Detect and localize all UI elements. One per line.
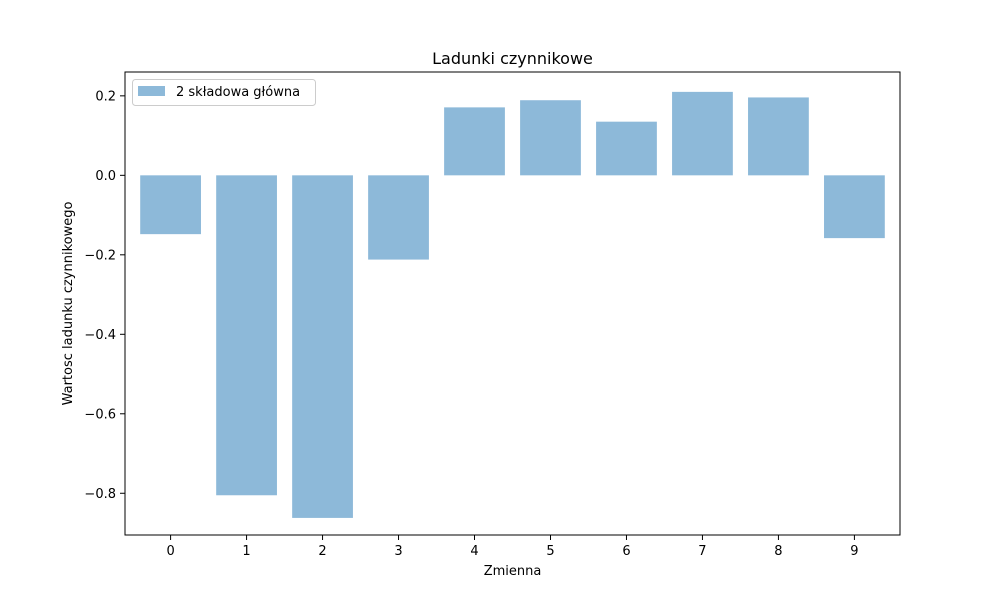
y-tick-label: −0.2 <box>84 248 116 263</box>
bar-1 <box>216 175 277 496</box>
legend-frame <box>132 79 316 106</box>
x-tick-label: 3 <box>394 544 402 559</box>
x-tick-label: 8 <box>774 544 782 559</box>
bar-0 <box>140 175 201 235</box>
y-tick-label: −0.4 <box>84 328 116 343</box>
x-tick-label: 7 <box>698 544 706 559</box>
axes: 0 1 2 3 4 5 6 7 8 9 0.2 0.0 −0.2 −0.4 −0.6 −0.8 <box>84 71 901 559</box>
y-axis-title: Wartosc ladunku czynnikowego <box>61 202 76 406</box>
bar-7 <box>672 91 733 176</box>
legend: 2 składowa główna <box>132 79 316 106</box>
y-tick-label: −0.8 <box>84 487 116 502</box>
x-tick-label: 9 <box>850 544 858 559</box>
legend-swatch <box>138 86 165 96</box>
x-tick-label: 2 <box>318 544 326 559</box>
x-tick-label: 6 <box>622 544 630 559</box>
y-tick-label: 0.0 <box>95 169 116 184</box>
bar-2 <box>292 175 353 518</box>
x-axis-title: Zmienna <box>484 564 542 579</box>
chart-title: Ladunki czynnikowe <box>432 49 593 68</box>
x-tick-label: 1 <box>242 544 250 559</box>
y-tick-label: 0.2 <box>95 89 116 104</box>
bar-5 <box>520 100 581 176</box>
y-tick-label: −0.6 <box>84 407 116 422</box>
x-tick-label: 4 <box>470 544 478 559</box>
bar-4 <box>444 107 505 176</box>
x-tick-label: 5 <box>546 544 554 559</box>
plot-frame <box>124 71 901 536</box>
bar-8 <box>748 97 809 176</box>
bar-3 <box>368 175 429 260</box>
bar-9 <box>824 175 885 239</box>
x-tick-label: 0 <box>166 544 174 559</box>
bars <box>140 91 885 518</box>
legend-label: 2 składowa główna <box>176 85 300 100</box>
bar-6 <box>596 121 657 176</box>
